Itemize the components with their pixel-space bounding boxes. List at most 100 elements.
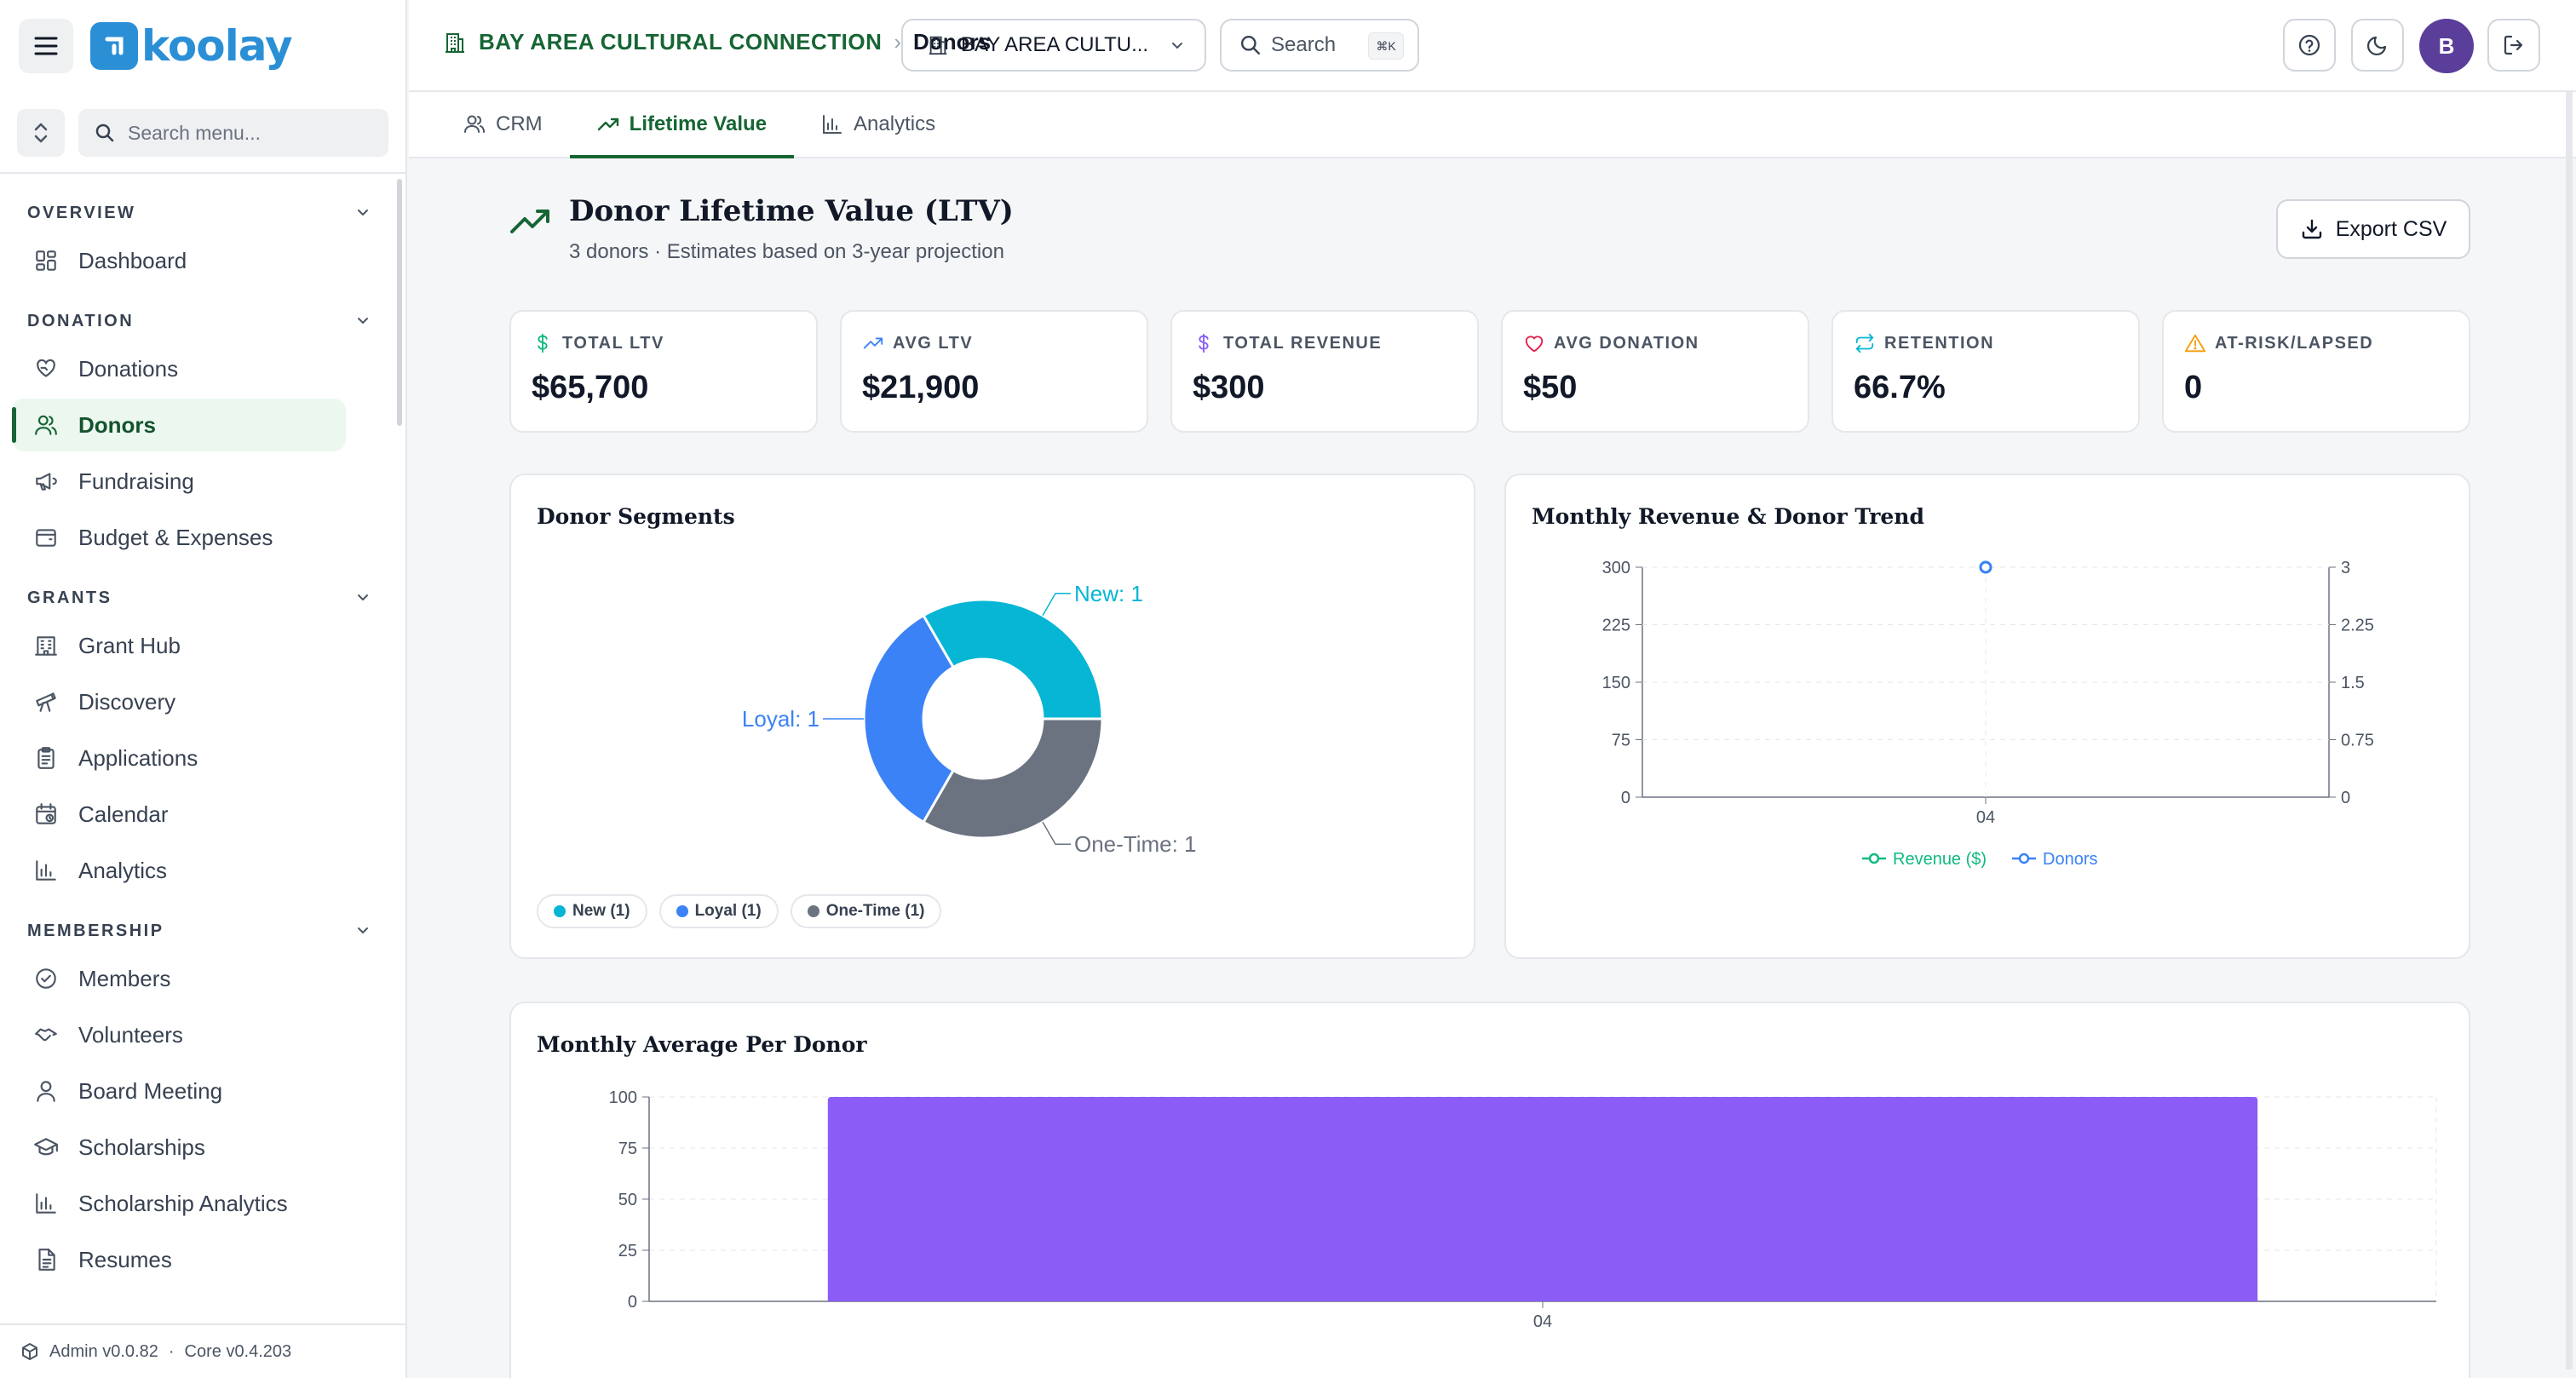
calendar-icon <box>32 801 60 828</box>
user-icon <box>32 1077 60 1105</box>
graduation-cap-icon <box>32 1134 60 1161</box>
global-search-button[interactable]: Search ⌘K <box>1220 19 1419 72</box>
moon-icon <box>2366 36 2387 56</box>
legend-chip-loyal[interactable]: Loyal (1) <box>658 894 779 928</box>
chart-title: Donor Segments <box>537 504 735 529</box>
alert-triangle-icon <box>2184 332 2206 354</box>
user-avatar[interactable]: B <box>2419 19 2474 73</box>
sidebar-item-resumes[interactable]: Resumes <box>12 1233 346 1286</box>
segment-legend: New (1) Loyal (1) One-Time (1) <box>537 894 942 928</box>
revenue-trend-card: Monthly Revenue & Donor Trend 0 0 75 0.75 15… <box>1504 474 2470 959</box>
sidebar-item-board-meeting[interactable]: Board Meeting <box>12 1065 346 1117</box>
kpi-card-total-ltv: TOTAL LTV $65,700 <box>509 310 818 433</box>
chevron-down-icon <box>354 313 371 335</box>
help-button[interactable] <box>2283 19 2336 72</box>
sidebar-item-scholarships[interactable]: Scholarships <box>12 1121 346 1174</box>
kpi-value: $50 <box>1523 370 1578 405</box>
kpi-label-row: AVG DONATION <box>1523 332 1787 354</box>
y-tick-right: 0.75 <box>2341 732 2374 750</box>
megaphone-icon <box>32 468 60 495</box>
monthly-average-card: Monthly Average Per Donor 0 25 50 75 100 04 <box>509 1002 2470 1378</box>
y-tick-label: 75 <box>618 1140 637 1158</box>
trending-up-icon <box>862 332 884 354</box>
sidebar-item-analytics[interactable]: Analytics <box>12 844 346 897</box>
main-scrollbar[interactable] <box>2566 92 2573 1369</box>
main-content: Donor Lifetime Value (LTV) 3 donors · Es… <box>509 158 2470 1378</box>
y-tick-left: 75 <box>1612 732 1630 750</box>
y-tick-left: 225 <box>1602 617 1630 635</box>
kpi-label-row: AT-RISK/LAPSED <box>2184 332 2448 354</box>
sidebar-item-label: Scholarships <box>78 1134 205 1160</box>
section-title: MEMBERSHIP <box>27 921 164 940</box>
kpi-value: $21,900 <box>862 370 980 405</box>
kpi-value: $65,700 <box>532 370 649 405</box>
legend-chip-new[interactable]: New (1) <box>537 894 647 928</box>
sidebar-item-fundraising[interactable]: Fundraising <box>12 455 346 508</box>
topbar: BAY AREA CULTURAL CONNECTION › Donors BA… <box>409 0 2576 92</box>
sidebar-item-budget-and-expenses[interactable]: Budget & Expenses <box>12 511 346 564</box>
sidebar-search-row <box>17 109 388 158</box>
org-select-value: BAY AREA CULTU... <box>961 33 1149 56</box>
sidebar-item-volunteers[interactable]: Volunteers <box>12 1008 346 1061</box>
telescope-icon <box>32 688 60 715</box>
sidebar-item-dashboard[interactable]: Dashboard <box>12 234 346 287</box>
logout-icon <box>2504 35 2523 55</box>
section-membership[interactable]: MEMBERSHIP <box>0 912 405 950</box>
theme-toggle-button[interactable] <box>2351 19 2404 72</box>
bar-chart-icon <box>32 857 60 884</box>
sidebar-search-input[interactable] <box>128 121 383 145</box>
sidebar-search[interactable] <box>78 109 388 157</box>
sidebar-item-scholarship-analytics[interactable]: Scholarship Analytics <box>12 1177 346 1230</box>
sidebar-divider <box>0 172 405 174</box>
breadcrumb-org[interactable]: BAY AREA CULTURAL CONNECTION <box>479 29 883 55</box>
workspace-switch-button[interactable] <box>17 109 65 157</box>
section-title: OVERVIEW <box>27 203 136 222</box>
page-title: Donor Lifetime Value (LTV) <box>569 194 1014 228</box>
bar-chart-icon <box>32 1190 60 1217</box>
tab-lifetime-value[interactable]: Lifetime Value <box>569 92 795 158</box>
heart-hand-icon <box>32 355 60 382</box>
sidebar-item-grant-hub[interactable]: Grant Hub <box>12 619 346 672</box>
wallet-icon <box>32 524 60 551</box>
clipboard-icon <box>32 744 60 772</box>
export-csv-button[interactable]: Export CSV <box>2276 199 2470 259</box>
sidebar-item-calendar[interactable]: Calendar <box>12 788 346 841</box>
legend-label: Loyal (1) <box>694 902 762 920</box>
sidebar-scrollbar[interactable] <box>397 179 402 426</box>
bar-chart-icon <box>823 115 842 134</box>
y-tick-left: 0 <box>1621 789 1630 807</box>
logo[interactable]: koolay <box>90 21 293 71</box>
core-version: Core v0.4.203 <box>184 1341 292 1361</box>
sidebar-item-donations[interactable]: Donations <box>12 342 346 395</box>
tab-bar: CRM Lifetime Value Analytics <box>409 92 2576 158</box>
tab-analytics[interactable]: Analytics <box>794 92 963 157</box>
legend-label: New (1) <box>572 902 630 920</box>
page-subtitle: 3 donors · Estimates based on 3-year pro… <box>569 240 1004 263</box>
sidebar-item-donors[interactable]: Donors <box>12 399 346 451</box>
tab-crm[interactable]: CRM <box>436 92 570 157</box>
section-overview[interactable]: OVERVIEW <box>0 194 405 232</box>
logout-button[interactable] <box>2487 19 2540 72</box>
building-icon <box>446 32 464 53</box>
legend-chip-one-time[interactable]: One-Time (1) <box>790 894 942 928</box>
hamburger-menu-button[interactable] <box>19 19 73 73</box>
donor-segments-chart: New: 1 One-Time: 1 Loyal: 1 <box>742 581 1197 857</box>
section-donation[interactable]: DONATION <box>0 302 405 340</box>
pie-callout-label: One-Time: 1 <box>1074 831 1197 857</box>
data-point-donors <box>1979 560 1992 574</box>
sidebar-item-members[interactable]: Members <box>12 952 346 1005</box>
search-icon <box>1240 35 1261 55</box>
users-icon <box>32 411 60 439</box>
sidebar-item-applications[interactable]: Applications <box>12 732 346 784</box>
sidebar-item-label: Dashboard <box>78 247 187 273</box>
section-grants[interactable]: GRANTS <box>0 579 405 617</box>
file-icon <box>32 1246 60 1273</box>
legend-marker <box>1868 853 1880 864</box>
y-tick-label: 25 <box>618 1242 637 1260</box>
org-select[interactable]: BAY AREA CULTU... <box>901 19 1206 72</box>
chart-title: Monthly Revenue & Donor Trend <box>1532 504 1924 529</box>
sidebar-item-discovery[interactable]: Discovery <box>12 675 346 728</box>
kpi-label-row: TOTAL REVENUE <box>1193 332 1457 354</box>
y-tick-label: 50 <box>618 1191 637 1209</box>
x-tick-label: 04 <box>1533 1312 1552 1331</box>
